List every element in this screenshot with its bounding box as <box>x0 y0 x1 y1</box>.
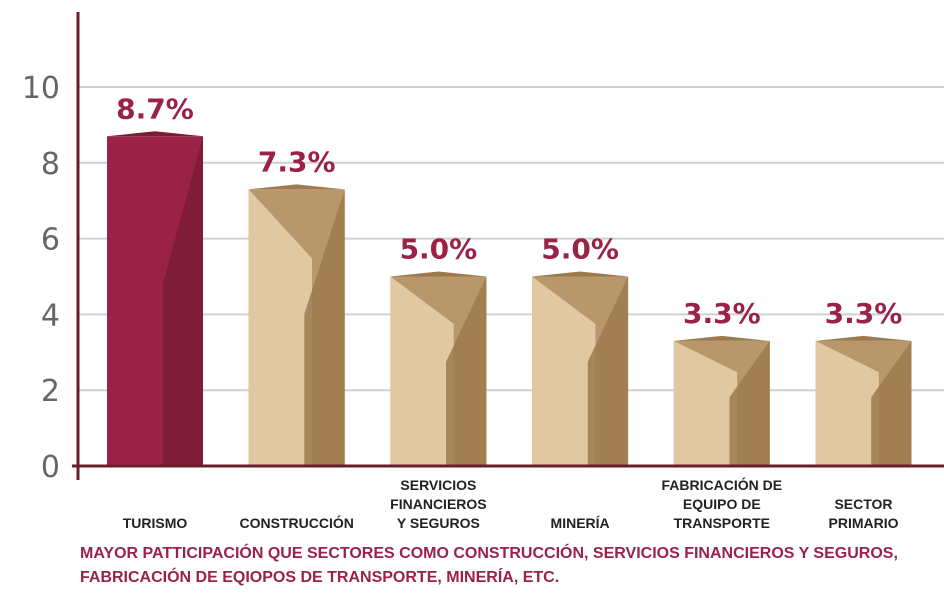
bar-facet-dark <box>304 189 345 466</box>
x-category-label: SERVICIOS <box>400 477 476 493</box>
x-category-label: EQUIPO DE <box>683 496 761 512</box>
y-tick-label: 8 <box>41 147 60 182</box>
bar-facet-light <box>248 189 313 466</box>
bar-facet-dark <box>446 276 487 466</box>
bar-value-label: 5.0% <box>400 233 478 266</box>
x-category-label: FABRICACIÓN DE <box>662 476 783 493</box>
bar-cap <box>107 131 203 137</box>
bar-facet-light <box>815 340 879 466</box>
x-category-label: TURISMO <box>123 515 188 531</box>
bar-value-label: 3.3% <box>825 297 903 330</box>
y-tick-label: 10 <box>22 71 60 106</box>
x-category-label: FINANCIEROS <box>390 496 486 512</box>
y-tick-label: 0 <box>41 450 60 485</box>
bar-facet-dark <box>729 340 770 466</box>
bar-cap <box>532 271 629 277</box>
bar-cap <box>248 184 345 190</box>
x-category-label: PRIMARIO <box>829 515 899 531</box>
bar-facet-dark <box>871 340 912 466</box>
x-category-label: SECTOR <box>834 496 892 512</box>
axes <box>72 12 944 480</box>
labels: 0 2 4 6 8 10 8.7% TURISMO 7.3% CONSTRUCCIÓN 5.0% SE… <box>22 71 903 531</box>
x-category-label: MINERÍA <box>551 515 610 531</box>
bar-facet-dark <box>162 136 203 466</box>
y-tick-label: 2 <box>41 374 60 409</box>
bar-cap <box>673 335 770 341</box>
bar-facet-dark <box>587 276 629 466</box>
gridlines <box>78 86 944 392</box>
x-category-label: TRANSPORTE <box>674 515 770 531</box>
x-category-label: CONSTRUCCIÓN <box>240 514 354 531</box>
bar-value-label: 3.3% <box>683 297 761 330</box>
bars <box>107 131 912 466</box>
y-tick-label: 6 <box>41 223 60 258</box>
bar-facet-light <box>532 276 596 466</box>
bar-value-label: 5.0% <box>541 233 619 266</box>
x-category-label: Y SEGUROS <box>397 515 480 531</box>
bar-value-label: 8.7% <box>116 92 194 125</box>
bar-cap <box>815 335 912 341</box>
y-tick-label: 4 <box>41 298 60 333</box>
bar-facet-light <box>673 340 738 466</box>
bar-value-label: 7.3% <box>258 145 336 178</box>
bar-facet-light <box>390 276 454 466</box>
chart-footnote: MAYOR PATTICIPACIÓN QUE SECTORES COMO CO… <box>80 545 898 586</box>
bar-facet-light <box>107 136 171 466</box>
bar-cap <box>390 271 487 277</box>
